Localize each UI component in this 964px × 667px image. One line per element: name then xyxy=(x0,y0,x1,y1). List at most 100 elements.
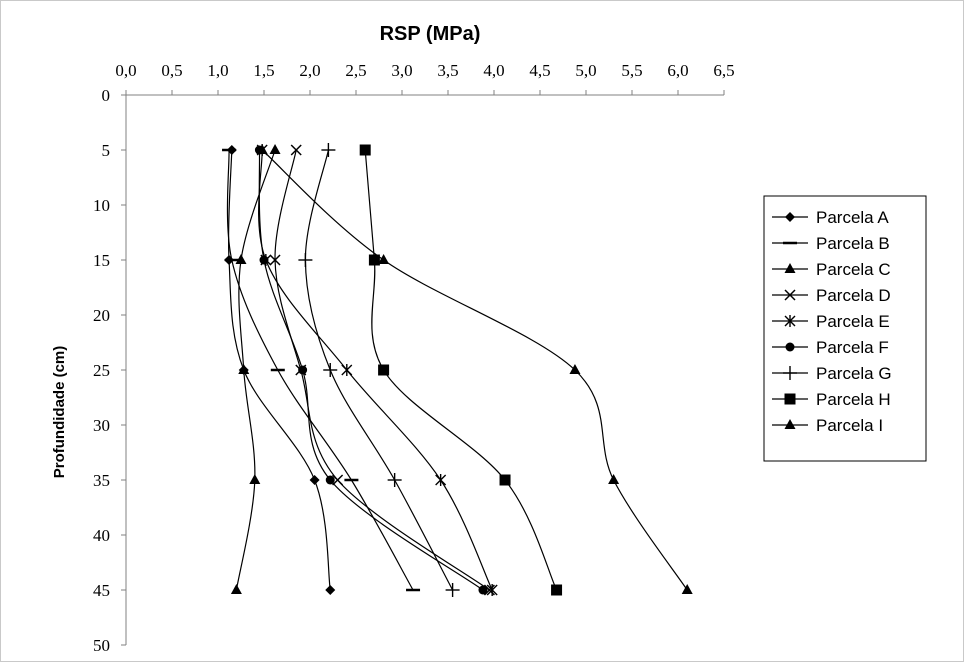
data-point-parcela-d-stroke xyxy=(269,254,281,266)
y-tick-label: 20 xyxy=(93,306,110,325)
data-point-parcela-e xyxy=(341,364,353,376)
series-line-parcela-i xyxy=(261,149,688,591)
data-point-parcela-i xyxy=(256,144,268,154)
x-tick-label: 1,5 xyxy=(253,61,274,80)
legend-item-parcela-a: Parcela A xyxy=(772,208,889,227)
y-tick-label: 50 xyxy=(93,636,110,655)
x-tick-label: 4,5 xyxy=(529,61,550,80)
legend-item-parcela-c: Parcela C xyxy=(772,260,891,279)
data-point-parcela-g xyxy=(445,583,460,597)
data-point-parcela-d-stroke xyxy=(332,474,344,486)
series-layer xyxy=(222,143,693,597)
data-point-parcela-f xyxy=(478,585,488,595)
data-point-parcela-h xyxy=(359,144,371,156)
series-parcela-h xyxy=(359,144,563,596)
y-tick-label: 45 xyxy=(93,581,110,600)
legend-marker-parcela-e xyxy=(784,315,796,327)
y-axis-label: Profundidade (cm) xyxy=(51,346,68,479)
data-point-parcela-h xyxy=(499,474,511,486)
data-point-parcela-f xyxy=(259,255,269,265)
data-point-parcela-h xyxy=(368,254,380,266)
x-tick-label: 0,0 xyxy=(115,61,136,80)
legend-label: Parcela B xyxy=(816,234,890,253)
data-point-parcela-d xyxy=(290,144,302,156)
legend-marker-parcela-d-stroke xyxy=(784,289,796,301)
legend-box xyxy=(763,195,927,462)
x-tick-label: 5,0 xyxy=(575,61,596,80)
legend-label: Parcela E xyxy=(816,312,890,331)
x-tick-label: 1,0 xyxy=(207,61,228,80)
data-point-parcela-d-stroke xyxy=(290,144,302,156)
data-point-parcela-d xyxy=(332,474,344,486)
legend-item-parcela-i: Parcela I xyxy=(772,416,883,435)
y-tick-label: 30 xyxy=(93,416,110,435)
legend-label: Parcela G xyxy=(816,364,892,383)
data-point-parcela-h xyxy=(378,364,390,376)
y-tick-label: 5 xyxy=(102,141,111,160)
y-tick-label: 15 xyxy=(93,251,110,270)
legend-marker-parcela-c xyxy=(784,263,796,273)
data-point-parcela-c xyxy=(230,584,242,594)
x-tick-label: 3,5 xyxy=(437,61,458,80)
legend-label: Parcela C xyxy=(816,260,891,279)
legend-item-parcela-f: Parcela F xyxy=(772,338,889,357)
x-tick-label: 4,0 xyxy=(483,61,504,80)
y-tick-label: 35 xyxy=(93,471,110,490)
data-point-parcela-c xyxy=(249,474,261,484)
y-tick-label: 10 xyxy=(93,196,110,215)
legend-item-parcela-h: Parcela H xyxy=(772,390,891,409)
axes-layer: 0,0 0,5 1,0 1,5 2,0 2,5 3,0 3,5 4,0 4,5 5,0 5,5 6,0 6… xyxy=(93,61,735,655)
legend: Parcela A Parcela B Parcela C Parcela D Parc… xyxy=(763,195,927,462)
legend-marker-parcela-i xyxy=(784,419,796,429)
series-line-parcela-h xyxy=(364,149,558,591)
legend-marker-parcela-f xyxy=(785,342,795,352)
series-line-parcela-f xyxy=(258,149,484,591)
data-point-parcela-i xyxy=(569,364,581,374)
legend-label: Parcela I xyxy=(816,416,883,435)
legend-item-parcela-e: Parcela E xyxy=(772,312,890,331)
y-tick-label: 40 xyxy=(93,526,110,545)
x-tick-label: 2,0 xyxy=(299,61,320,80)
legend-marker-parcela-d xyxy=(784,289,796,301)
legend-marker-parcela-g xyxy=(783,366,797,380)
x-tick-label: 2,5 xyxy=(345,61,366,80)
data-point-parcela-e xyxy=(486,584,498,596)
x-tick-label: 3,0 xyxy=(391,61,412,80)
legend-label: Parcela D xyxy=(816,286,891,305)
data-point-parcela-i xyxy=(681,584,693,594)
data-point-parcela-f xyxy=(298,365,308,375)
data-point-parcela-c xyxy=(235,254,247,264)
x-tick-label: 5,5 xyxy=(621,61,642,80)
legend-marker-parcela-h xyxy=(784,393,796,405)
data-point-parcela-d xyxy=(269,254,281,266)
data-point-parcela-e xyxy=(435,474,447,486)
data-point-parcela-g xyxy=(387,473,402,487)
legend-label: Parcela H xyxy=(816,390,891,409)
data-point-parcela-i xyxy=(608,474,620,484)
data-point-parcela-f xyxy=(325,475,335,485)
legend-item-parcela-d: Parcela D xyxy=(772,286,891,305)
data-point-parcela-g xyxy=(323,363,338,377)
y-tick-label: 0 xyxy=(102,86,111,105)
legend-item-parcela-g: Parcela G xyxy=(772,364,892,383)
legend-label: Parcela A xyxy=(816,208,889,227)
legend-label: Parcela F xyxy=(816,338,889,357)
data-point-parcela-c xyxy=(238,364,250,374)
series-parcela-b xyxy=(222,148,421,592)
data-point-parcela-a xyxy=(309,475,320,485)
data-point-parcela-g xyxy=(298,253,313,267)
series-line-parcela-d xyxy=(274,149,490,591)
series-parcela-c xyxy=(230,144,281,594)
legend-marker-parcela-a xyxy=(785,212,795,222)
data-point-parcela-i xyxy=(378,254,390,264)
data-point-parcela-a xyxy=(325,585,336,595)
x-tick-label: 6,0 xyxy=(667,61,688,80)
data-point-parcela-g xyxy=(321,143,336,157)
y-tick-label: 25 xyxy=(93,361,110,380)
legend-item-parcela-b: Parcela B xyxy=(772,234,890,253)
series-parcela-i xyxy=(256,144,693,594)
series-parcela-g xyxy=(298,143,460,597)
chart-title: RSP (MPa) xyxy=(380,23,481,45)
